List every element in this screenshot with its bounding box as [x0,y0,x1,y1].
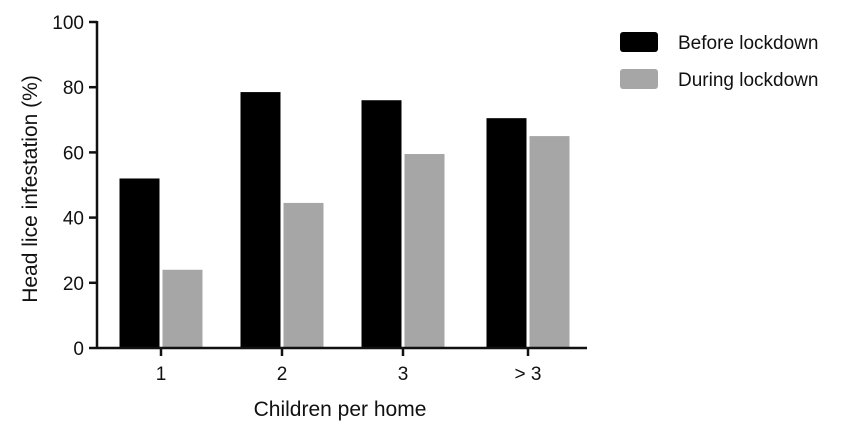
y-tick-label: 20 [63,274,84,295]
y-tick-label: 40 [63,209,84,230]
y-ticks-group: 0 20 40 60 80 100 [52,13,97,360]
bar-before-3 [361,100,402,349]
bar-before-4 [486,118,527,348]
legend-label-during: During lockdown [678,70,818,91]
bar-during-1 [162,269,203,348]
bar-during-4 [529,136,570,348]
y-tick-label: 100 [52,13,84,34]
x-tick-label: 1 [156,364,167,385]
x-axis-title: Children per home [254,398,427,421]
x-tick-label: 2 [277,364,288,385]
bar-during-3 [404,154,445,348]
axes-group [95,21,587,350]
x-tick-label: 3 [398,364,409,385]
legend-swatch-during [620,69,658,89]
x-tick-label: > 3 [515,364,542,385]
bar-before-1 [119,178,160,348]
bars-group [119,92,570,349]
y-tick-label: 60 [63,143,84,164]
bar-during-2 [283,202,324,348]
legend-label-before: Before lockdown [678,33,818,54]
bar-before-2 [240,92,281,348]
legend: Before lockdown During lockdown [620,32,818,91]
y-tick-label: 0 [73,339,84,360]
y-axis-title: Head lice infestation (%) [19,75,42,303]
legend-swatch-before [620,32,658,52]
y-tick-label: 80 [63,78,84,99]
x-ticks-group: 1 2 3 > 3 [156,348,542,385]
